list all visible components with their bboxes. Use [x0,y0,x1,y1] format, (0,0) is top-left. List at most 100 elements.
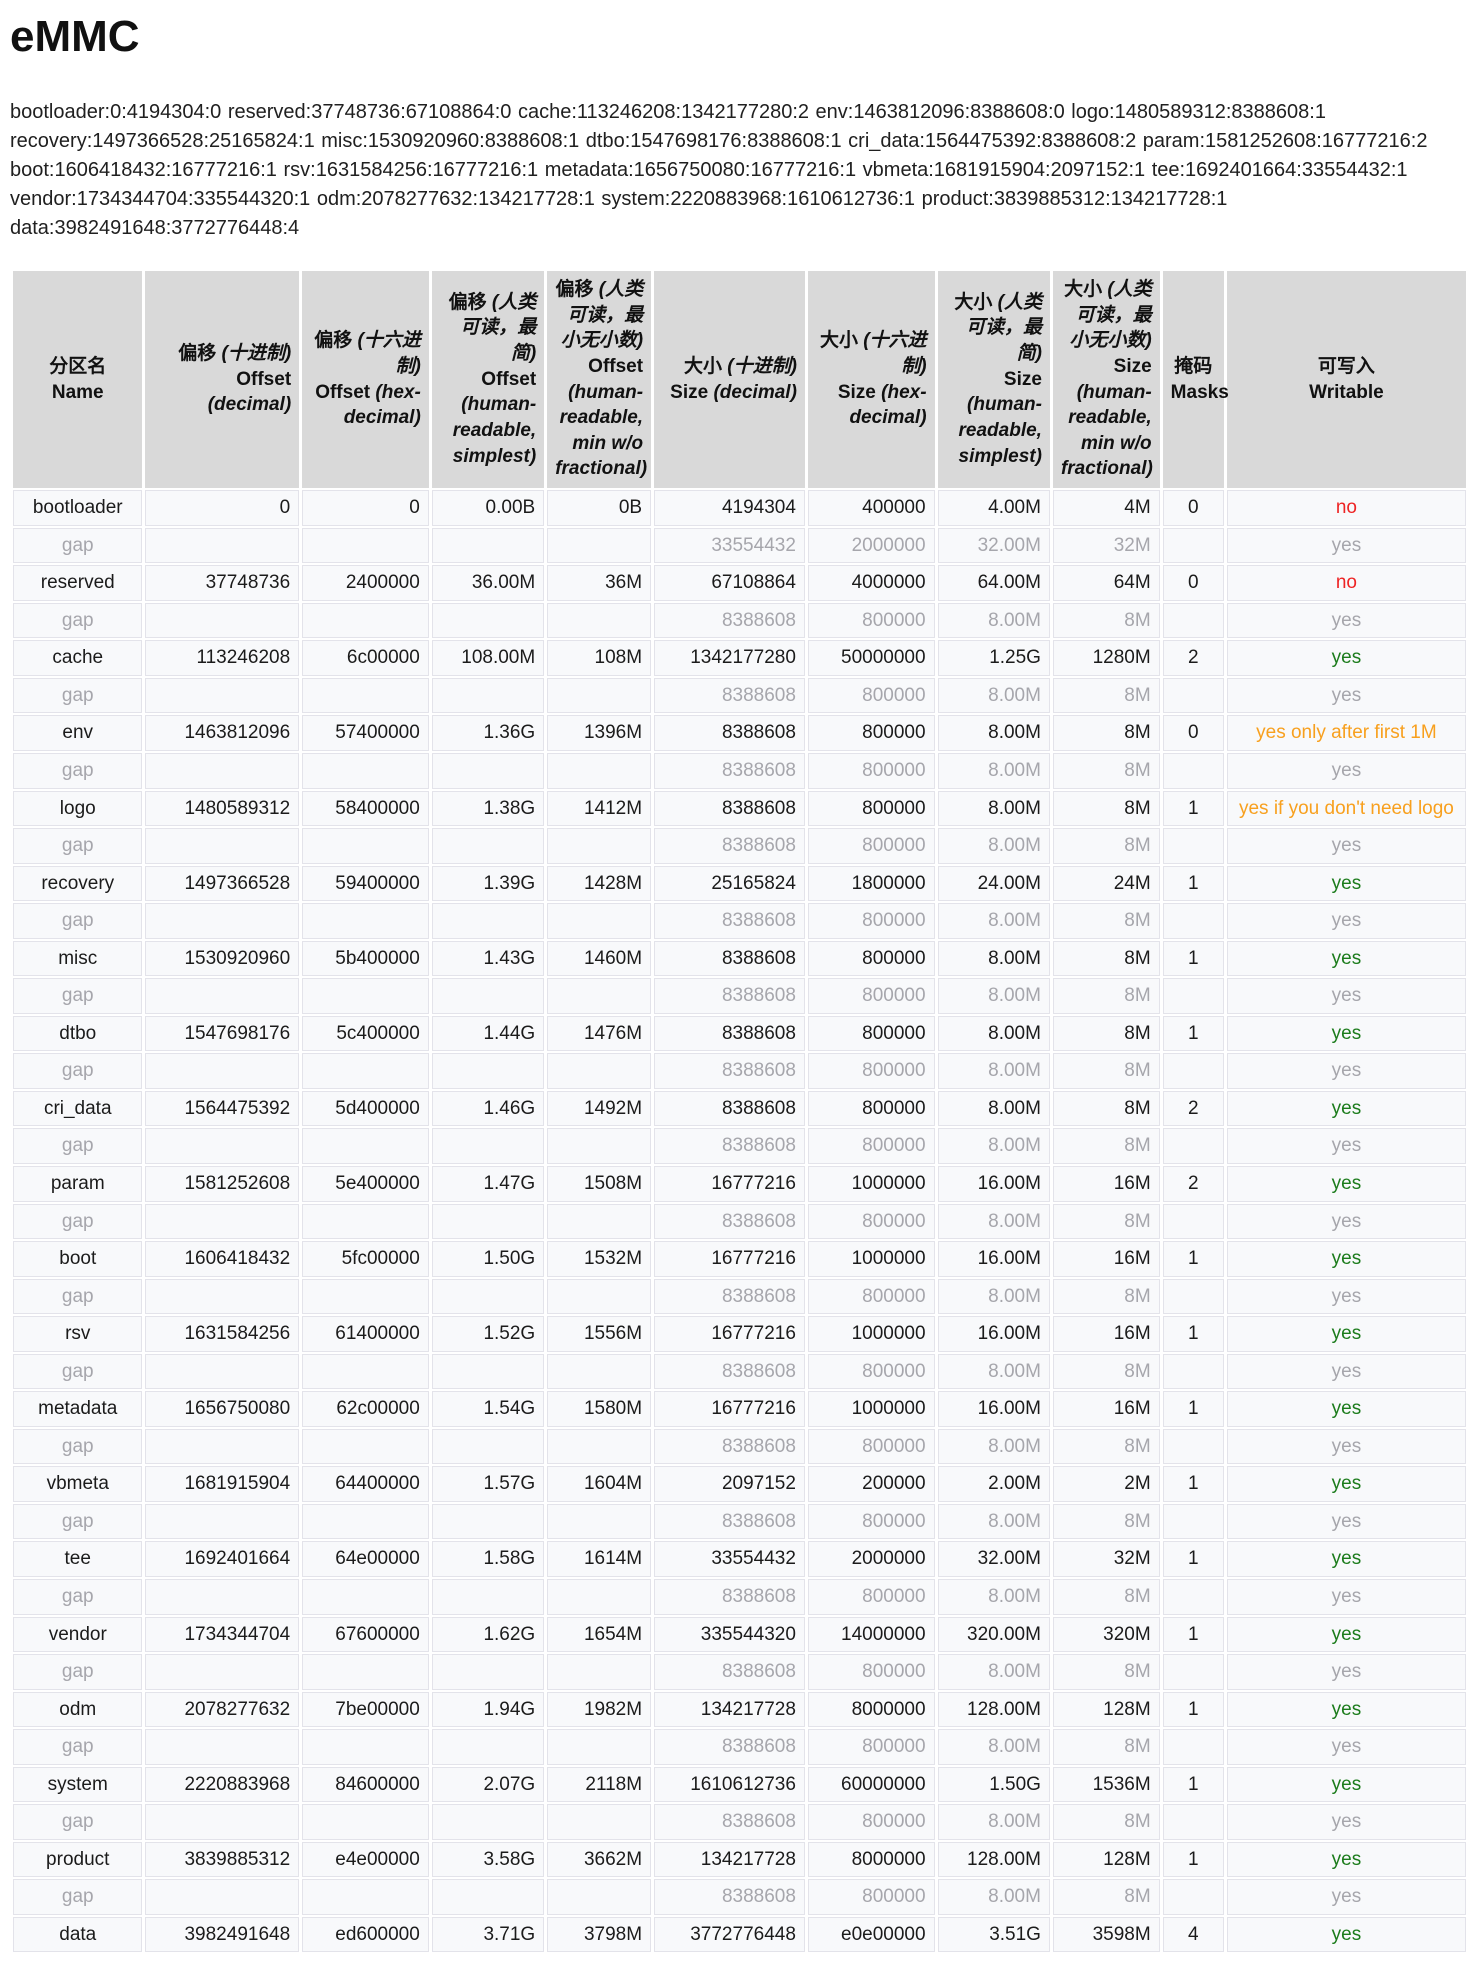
offset-min-cell: 1428M [547,865,652,902]
partition-row-env: env 1463812096 57400000 1.36G 1396M 8388608 80… [13,715,1466,751]
size-hex-cell: 800000 [807,1578,935,1615]
size-min-cell: 8M [1052,752,1160,789]
size-decimal-cell: 134217728 [654,1691,805,1728]
size-min-cell: 3598M [1052,1916,1160,1953]
offset-decimal-cell [145,752,300,789]
size-decimal-cell: 8388608 [654,940,805,977]
offset-decimal-cell [145,1578,300,1615]
offset-hex-cell: 6c00000 [302,640,429,676]
partition-row-odm: odm 2078277632 7be00000 1.94G 1982M 134217728… [13,1691,1466,1728]
offset-min-cell: 1614M [547,1541,652,1577]
size-decimal-cell: 8388608 [654,1278,805,1315]
writable-cell: yes only after first 1M [1226,715,1466,751]
size-decimal-cell: 8388608 [654,1503,805,1540]
offset-min-cell: 1532M [547,1241,652,1277]
partition-name-cell: gap [13,828,143,864]
size-min-cell: 8M [1052,1503,1160,1540]
offset-simplest-cell: 1.47G [431,1165,545,1202]
size-min-cell: 8M [1052,828,1160,864]
offset-min-cell: 1492M [547,1090,652,1127]
offset-min-cell [547,1203,652,1240]
size-simplest-cell: 8.00M [937,1879,1050,1915]
offset-min-cell [547,903,652,939]
partition-name-cell: boot [13,1241,143,1277]
writable-cell: yes [1226,1841,1466,1878]
offset-hex-cell: e4e00000 [302,1841,429,1878]
offset-hex-cell: 5fc00000 [302,1241,429,1277]
partition-name-cell: gap [13,1428,143,1465]
partition-row-logo: logo 1480589312 58400000 1.38G 1412M 8388608 8… [13,790,1466,827]
size-simplest-cell: 16.00M [937,1391,1050,1427]
offset-decimal-cell [145,828,300,864]
size-decimal-cell: 8388608 [654,978,805,1014]
size-hex-cell: 1000000 [807,1316,935,1352]
writable-cell: no [1226,490,1466,526]
offset-decimal-cell: 1581252608 [145,1165,300,1202]
gap-row: gap 8388608 800000 8.00M 8M yes [13,1053,1466,1089]
size-hex-cell: 800000 [807,1654,935,1690]
size-min-cell: 2M [1052,1466,1160,1502]
offset-simplest-cell: 1.43G [431,940,545,977]
size-simplest-cell: 8.00M [937,1128,1050,1164]
partition-name-cell: tee [13,1541,143,1577]
size-decimal-cell: 8388608 [654,1879,805,1915]
offset-simplest-cell: 1.58G [431,1541,545,1577]
size-decimal-cell: 4194304 [654,490,805,526]
partition-row-system: system 2220883968 84600000 2.07G 2118M 161061… [13,1766,1466,1803]
partition-name-cell: system [13,1766,143,1803]
offset-decimal-cell: 1656750080 [145,1391,300,1427]
size-hex-cell: 50000000 [807,640,935,676]
size-simplest-cell: 8.00M [937,1428,1050,1465]
size-min-cell: 8M [1052,978,1160,1014]
size-decimal-cell: 16777216 [654,1241,805,1277]
gap-row: gap 8388608 800000 8.00M 8M yes [13,602,1466,639]
size-min-cell: 8M [1052,1353,1160,1390]
partition-name-cell: gap [13,903,143,939]
offset-simplest-cell: 1.52G [431,1316,545,1352]
size-decimal-cell: 1342177280 [654,640,805,676]
size-decimal-cell: 8388608 [654,790,805,827]
partition-name-cell: gap [13,1128,143,1164]
offset-hex-cell [302,978,429,1014]
page-title: eMMC [10,12,140,61]
size-simplest-cell: 8.00M [937,752,1050,789]
offset-min-cell [547,677,652,714]
writable-cell: yes [1226,1316,1466,1352]
offset-min-cell [547,752,652,789]
size-decimal-cell: 8388608 [654,1729,805,1765]
partition-name-cell: gap [13,1053,143,1089]
offset-hex-cell [302,1879,429,1915]
writable-cell: yes [1226,1729,1466,1765]
offset-simplest-cell: 1.44G [431,1015,545,1052]
writable-cell: yes [1226,1128,1466,1164]
offset-simplest-cell [431,1053,545,1089]
size-decimal-cell: 16777216 [654,1165,805,1202]
masks-cell [1162,1278,1224,1315]
partition-row-tee: tee 1692401664 64e00000 1.58G 1614M 33554432 2… [13,1541,1466,1577]
size-simplest-cell: 8.00M [937,978,1050,1014]
masks-cell: 1 [1162,1015,1224,1052]
writable-cell: yes [1226,640,1466,676]
size-decimal-cell: 25165824 [654,865,805,902]
masks-cell [1162,1203,1224,1240]
offset-decimal-cell: 1734344704 [145,1616,300,1653]
size-decimal-cell: 2097152 [654,1466,805,1502]
writable-cell: yes [1226,1391,1466,1427]
size-simplest-cell: 8.00M [937,790,1050,827]
size-min-cell: 8M [1052,715,1160,751]
partition-name-cell: dtbo [13,1015,143,1052]
size-hex-cell: 8000000 [807,1691,935,1728]
offset-simplest-cell: 1.54G [431,1391,545,1427]
size-hex-cell: 800000 [807,677,935,714]
size-min-cell: 8M [1052,1090,1160,1127]
masks-cell: 1 [1162,1391,1224,1427]
partition-row-reserved: reserved 37748736 2400000 36.00M 36M 67108864… [13,565,1466,601]
offset-decimal-cell [145,1729,300,1765]
size-hex-cell: 800000 [807,602,935,639]
size-min-cell: 8M [1052,1428,1160,1465]
masks-cell: 1 [1162,1241,1224,1277]
masks-cell [1162,1578,1224,1615]
partition-name-cell: param [13,1165,143,1202]
partition-summary: bootloader:0:4194304:0 reserved:37748736… [10,101,1428,239]
gap-row: gap 8388608 800000 8.00M 8M yes [13,1203,1466,1240]
